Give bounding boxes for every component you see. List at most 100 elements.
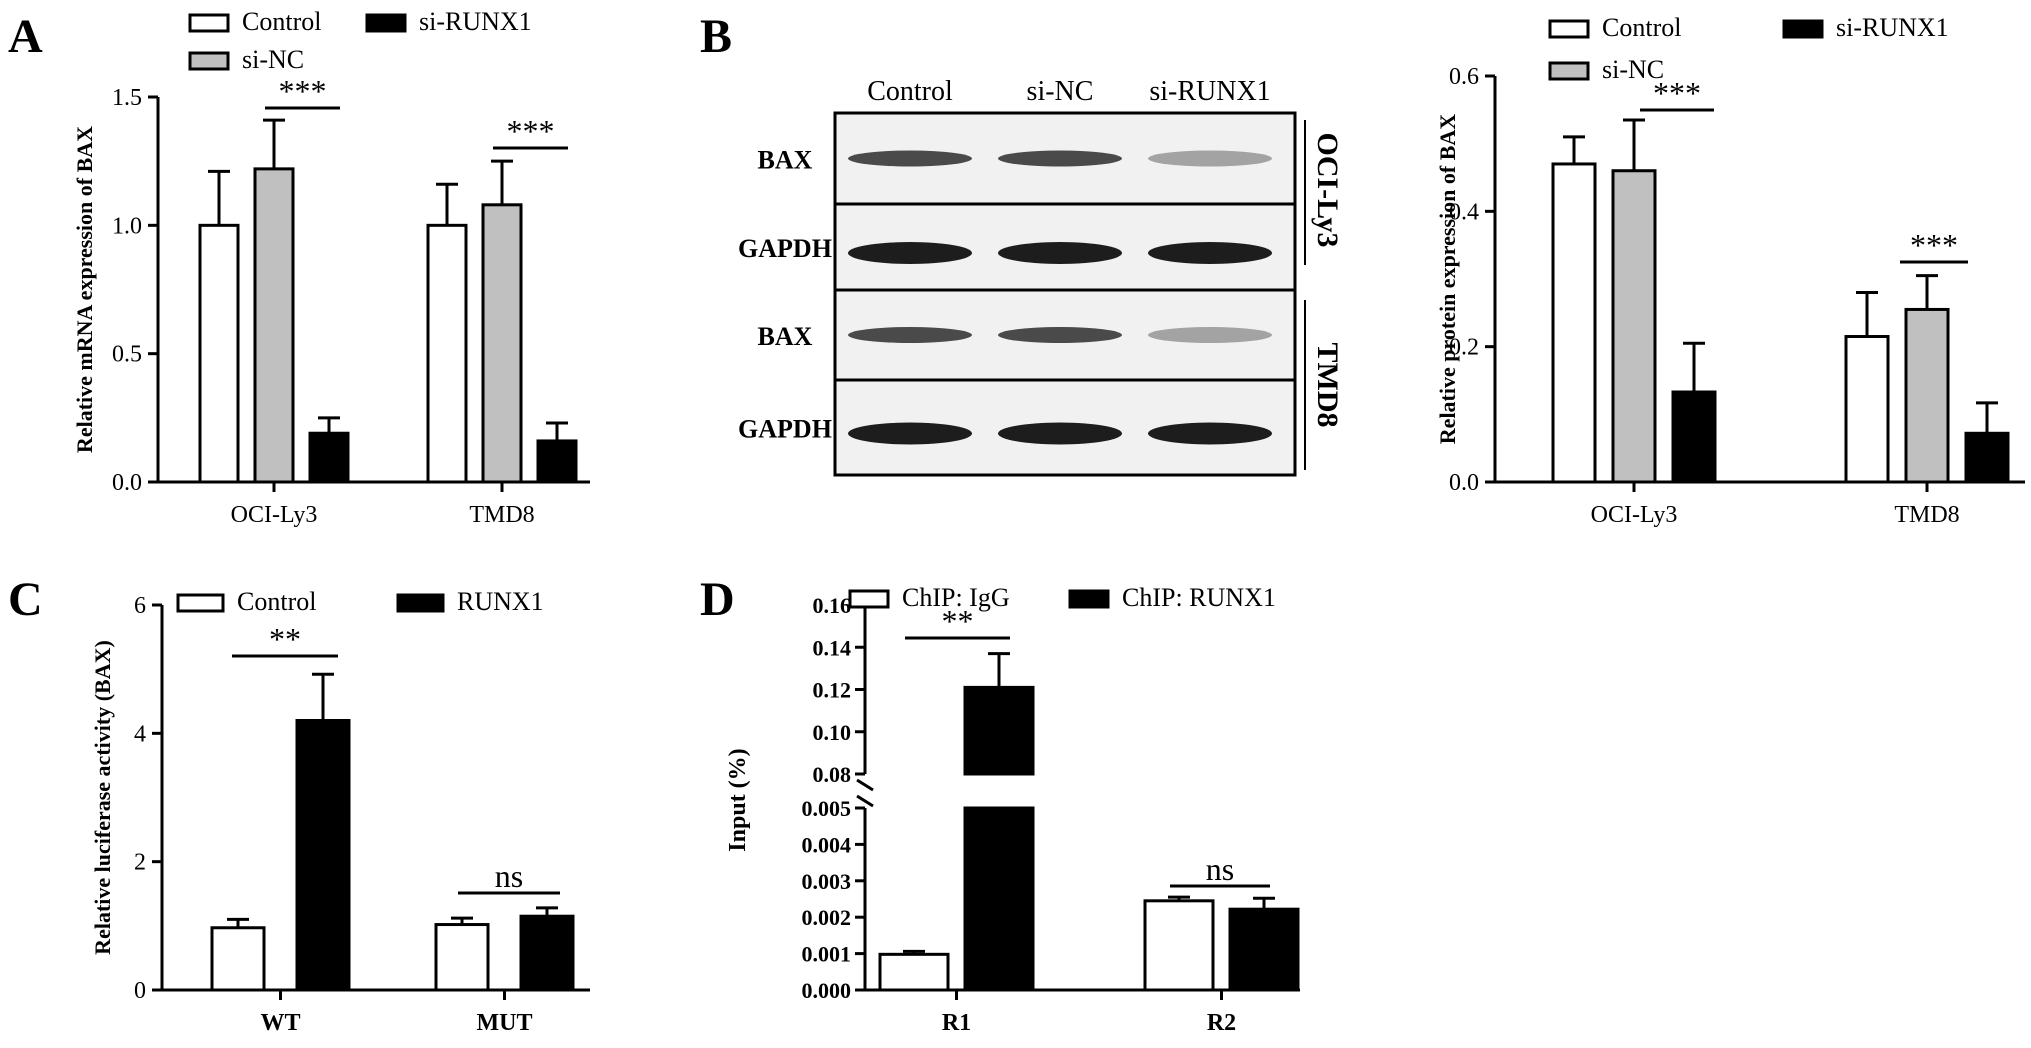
y-tick-label: 0.6 [1449,64,1479,90]
legend-label: si-RUNX1 [419,7,532,36]
blot-band [848,327,972,343]
blot-band [998,242,1122,264]
blot-cell-line-label: OCI-Ly3 [1311,132,1344,247]
y-tick-label: 0.10 [813,720,852,745]
legend-swatch [396,593,445,613]
bar-upper-segment [963,685,1035,776]
panel-a-chart: 0.0 0.5 1.0 1.5 Relative mRNA expression of … [72,7,590,528]
legend-swatch [1068,589,1110,609]
legend-swatch [188,13,230,33]
bar [253,167,295,484]
legend-label: RUNX1 [457,587,544,616]
panel-letter-b: B [700,10,732,63]
y-axis-label: Relative protein expression of BAX [1435,114,1460,444]
y-tick-label: 0.08 [813,762,852,787]
legend-swatch [1782,19,1824,39]
bar [1551,162,1597,484]
bar [210,926,266,992]
legend-swatch [365,13,407,33]
legend-swatch [848,589,890,609]
x-tick-label: TMD8 [469,502,534,528]
panel-b-chart: 0.0 0.2 0.4 0.6 Relative protein expression … [1435,13,2025,528]
blot-row-label: GAPDH [738,234,832,263]
y-tick-label: 0.000 [802,978,852,1003]
y-tick-label: 0.12 [813,678,852,703]
blot-lane-label: Control [867,76,953,107]
blot-row-label: BAX [758,322,813,351]
axis-break-mark [856,778,874,792]
x-tick-label: MUT [477,1010,533,1036]
bar [1844,335,1890,484]
panel-d-chart: 0.000 0.001 0.002 0.003 0.004 0.005 0.08 0.10 0.… [725,583,1300,1036]
legend-label: Control [242,7,321,36]
blot-band [998,150,1122,167]
y-tick-label: 0.4 [1449,199,1479,225]
y-tick-label: 0.005 [802,796,852,821]
x-tick-label: OCI-Ly3 [231,502,318,528]
blot-band [1148,150,1272,167]
significance-label: ns [495,858,523,894]
legend-label: si-NC [1602,55,1664,84]
legend-label: ChIP: IgG [902,583,1010,612]
y-tick-label: 1.5 [112,85,142,111]
y-tick-label: 0.002 [802,905,852,930]
legend-label: si-RUNX1 [1836,13,1949,42]
bar [1964,431,2010,484]
bar [1611,169,1657,484]
x-tick-label: R2 [1207,1010,1236,1036]
x-tick-label: R1 [942,1010,971,1036]
y-tick-label: 0.001 [802,942,852,967]
blot-band [998,327,1122,343]
bar [878,952,950,992]
legend-swatch [176,593,225,613]
y-tick-label: 0.5 [112,342,142,368]
legend-label: ChIP: RUNX1 [1122,583,1276,612]
panel-c-chart: 0 2 4 6 Relative luciferase activity (BAX) WT… [90,587,590,1036]
bar [481,203,523,484]
x-tick-label: OCI-Ly3 [1591,502,1678,528]
y-axis-label: Input (%) [725,748,751,851]
bar [519,914,575,992]
legend-label: si-NC [242,45,304,74]
blot-lane-label: si-NC [1027,76,1094,107]
blot-band [1148,422,1272,445]
significance-label: ns [1206,851,1234,887]
y-tick-label: 0.0 [1449,470,1479,496]
legend-swatch [1548,61,1590,81]
legend-label: Control [1602,13,1681,42]
y-tick-label: 0.003 [802,869,852,894]
bar [1143,899,1215,992]
blot-band [848,150,972,167]
significance-label: *** [1910,227,1958,263]
y-tick-label: 6 [134,593,146,619]
y-tick-label: 0.2 [1449,335,1479,361]
significance-label: ** [942,603,974,639]
panel-letter-c: C [8,573,43,626]
y-tick-label: 0 [134,978,146,1004]
y-axis-label: Relative luciferase activity (BAX) [90,640,115,955]
y-tick-label: 0.16 [813,593,852,618]
y-tick-label: 0.004 [802,832,852,857]
blot-lane-label: si-RUNX1 [1149,76,1270,107]
y-tick-label: 0.14 [813,635,852,660]
blot-band [848,242,972,264]
legend-label: Control [237,587,316,616]
blot-band [848,422,972,445]
bar-lower-segment [963,806,1035,992]
y-tick-label: 0.0 [112,470,142,496]
panel-letter-d: D [700,573,735,626]
blot-band [1148,327,1272,343]
panel-letter-a: A [8,10,43,63]
y-tick-label: 4 [134,721,146,747]
bar [1671,390,1717,484]
bar [308,431,350,484]
bar [198,223,240,484]
significance-label: *** [279,73,327,109]
y-axis-label: Relative mRNA expression of BAX [72,126,97,453]
y-tick-label: 2 [134,850,146,876]
bar [1904,307,1950,484]
significance-label: *** [507,113,555,149]
blot-row-label: GAPDH [738,415,832,444]
